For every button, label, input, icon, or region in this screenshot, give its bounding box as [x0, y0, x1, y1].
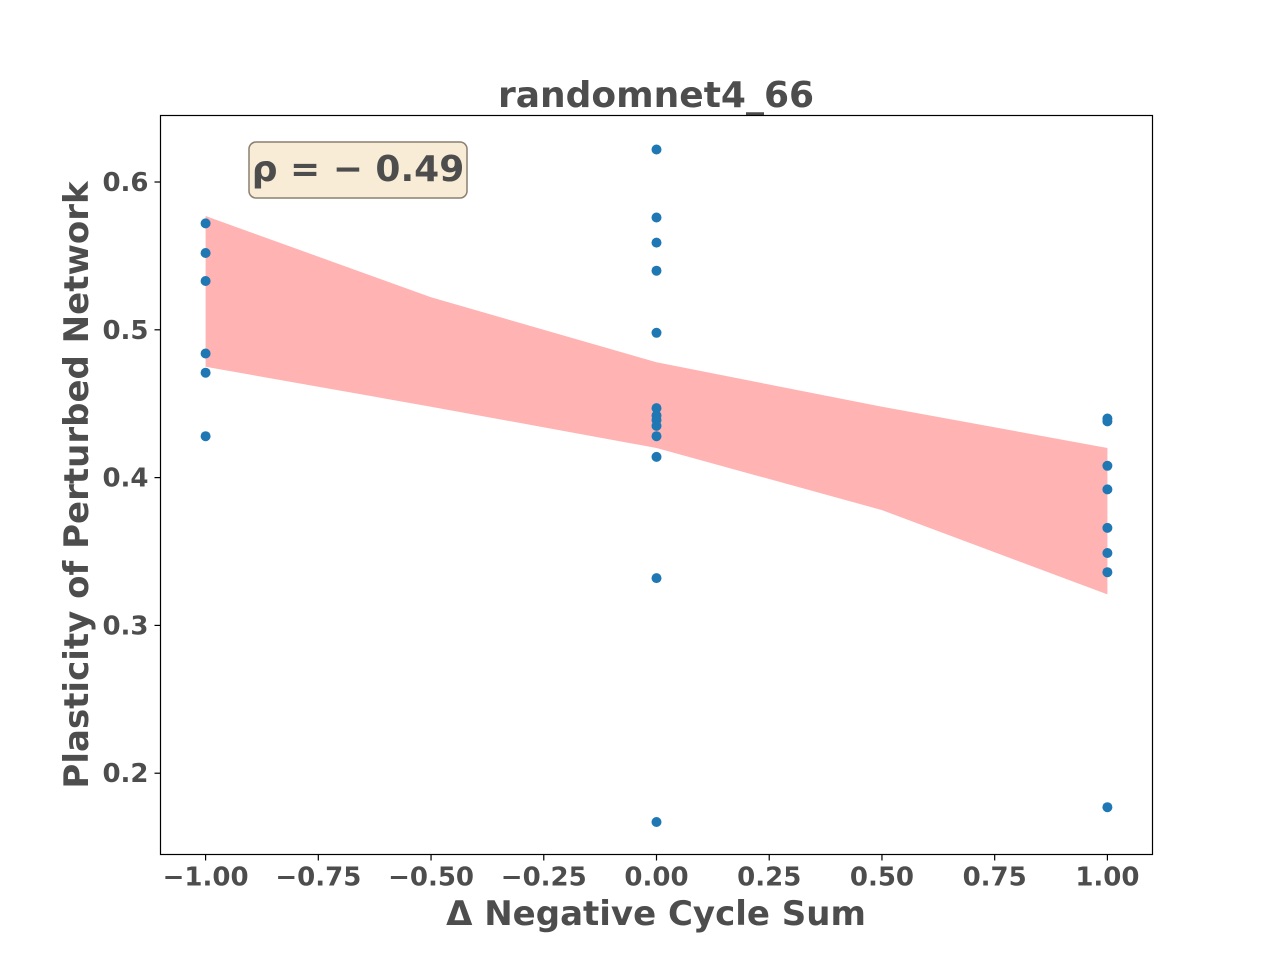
data-point [651, 817, 662, 827]
data-point [651, 431, 662, 442]
y-tick-label: 0.6 [102, 168, 148, 198]
y-tick-label: 0.3 [102, 611, 148, 641]
data-point [651, 212, 662, 223]
data-point [1102, 460, 1113, 471]
data-point [651, 265, 662, 276]
y-tick-label: 0.4 [102, 464, 148, 494]
x-tick-label: 0.00 [624, 863, 688, 893]
data-point [651, 573, 662, 584]
data-point [200, 248, 211, 258]
y-axis-label: Plasticity of Perturbed Network [57, 180, 97, 789]
x-axis: −1.00 −0.75 −0.50 −0.25 0.00 0.25 0.50 0.75 1.00 [163, 854, 1139, 893]
x-tick-label: −0.75 [275, 863, 361, 893]
data-point [651, 144, 662, 155]
plot-area [200, 144, 1113, 827]
data-point [200, 367, 211, 378]
annotation-box [248, 141, 468, 199]
data-point [200, 276, 211, 286]
annotation-text: ρ = − 0.49 [252, 149, 465, 190]
data-point [651, 451, 662, 462]
data-point [651, 403, 662, 414]
chart-title: randomnet4_66 [498, 75, 814, 116]
data-point [1102, 567, 1113, 578]
data-point [651, 420, 662, 431]
data-point [1102, 416, 1113, 427]
data-point [200, 431, 211, 442]
correlation-annotation: ρ = − 0.49 [248, 141, 468, 199]
y-axis: 0.2 0.3 0.4 0.5 0.6 [102, 168, 161, 789]
data-point [1102, 548, 1113, 558]
data-point [200, 348, 211, 359]
y-tick-label: 0.5 [102, 316, 148, 346]
x-tick-label: 0.75 [963, 863, 1027, 893]
data-point [200, 218, 211, 229]
data-point [1102, 484, 1113, 495]
y-tick-label: 0.2 [102, 759, 148, 789]
data-point [1102, 802, 1113, 813]
x-axis-label: Δ Negative Cycle Sum [446, 894, 866, 934]
x-tick-label: 1.00 [1075, 863, 1139, 893]
x-tick-label: 0.25 [737, 863, 801, 893]
data-point [651, 327, 662, 338]
x-tick-label: 0.50 [850, 863, 914, 893]
data-point [1102, 522, 1113, 533]
data-point [651, 237, 662, 248]
x-tick-label: −0.50 [388, 863, 474, 893]
x-tick-label: −1.00 [163, 863, 249, 893]
x-tick-label: −0.25 [501, 863, 587, 893]
